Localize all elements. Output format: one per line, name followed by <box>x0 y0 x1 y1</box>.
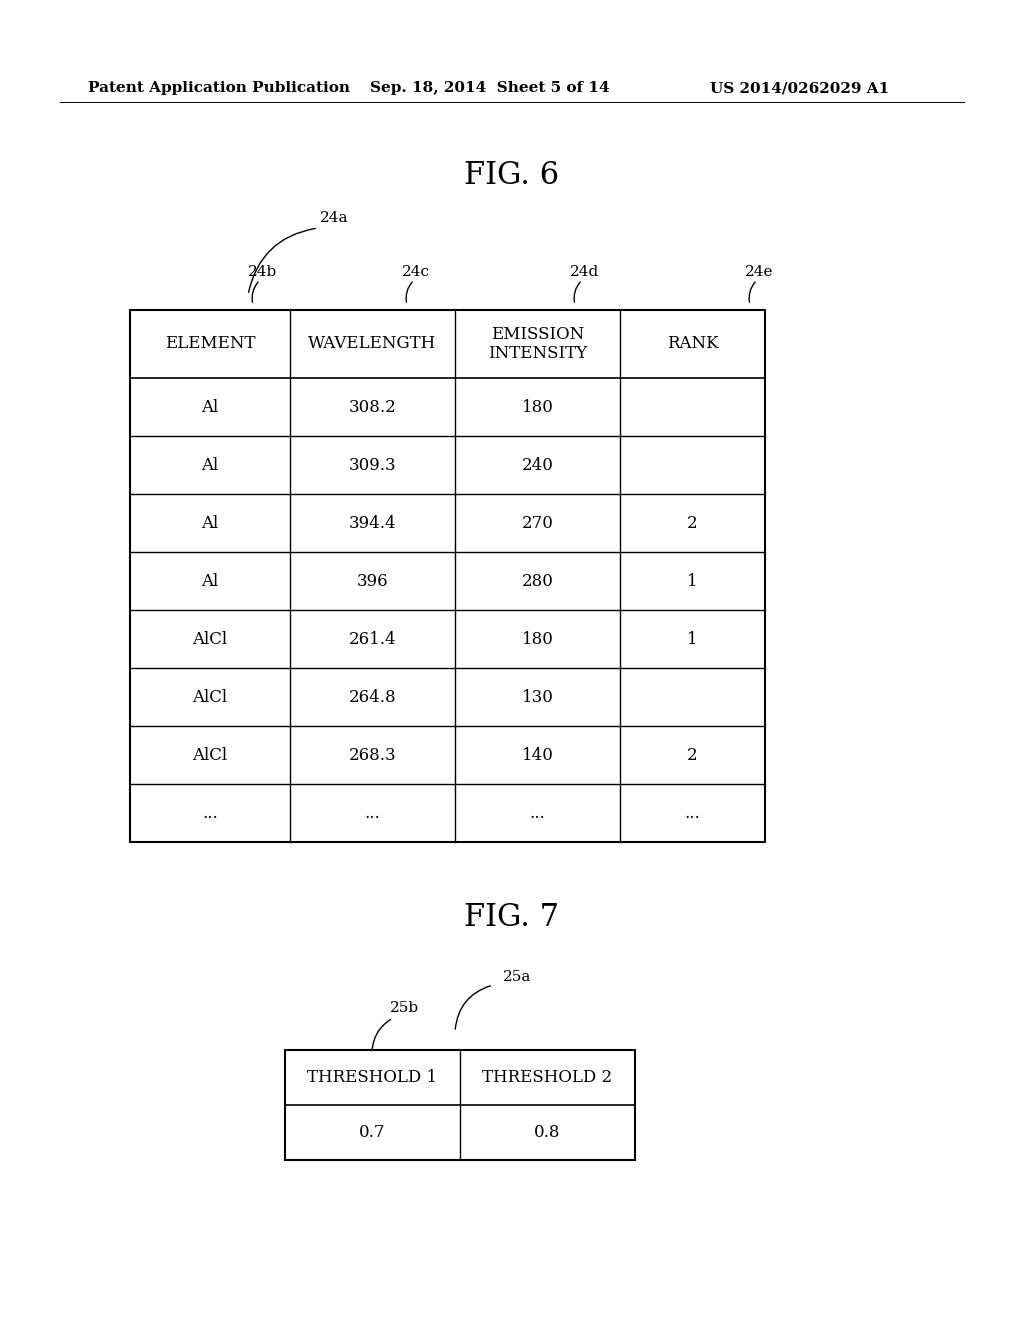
Text: 0.8: 0.8 <box>535 1125 561 1140</box>
Text: THRESHOLD 1: THRESHOLD 1 <box>307 1069 437 1086</box>
Text: Patent Application Publication: Patent Application Publication <box>88 81 350 95</box>
Text: 24a: 24a <box>319 211 348 224</box>
Text: 240: 240 <box>521 457 553 474</box>
Text: Al: Al <box>202 399 219 416</box>
Text: ...: ... <box>365 804 380 821</box>
Text: AlCl: AlCl <box>193 631 227 648</box>
Text: RANK: RANK <box>667 335 718 352</box>
Text: 24b: 24b <box>248 265 278 279</box>
Text: WAVELENGTH: WAVELENGTH <box>308 335 436 352</box>
Text: 268.3: 268.3 <box>349 747 396 763</box>
Text: FIG. 7: FIG. 7 <box>465 902 559 932</box>
Text: 396: 396 <box>356 573 388 590</box>
Text: 270: 270 <box>521 515 553 532</box>
Text: Al: Al <box>202 515 219 532</box>
Text: Al: Al <box>202 573 219 590</box>
Text: Al: Al <box>202 457 219 474</box>
Text: US 2014/0262029 A1: US 2014/0262029 A1 <box>710 81 889 95</box>
Text: AlCl: AlCl <box>193 689 227 705</box>
Text: 140: 140 <box>521 747 553 763</box>
Text: 394.4: 394.4 <box>349 515 396 532</box>
Text: EMISSION
INTENSITY: EMISSION INTENSITY <box>488 326 587 362</box>
Text: 24d: 24d <box>570 265 599 279</box>
Text: 309.3: 309.3 <box>349 457 396 474</box>
Text: 130: 130 <box>521 689 553 705</box>
Text: 2: 2 <box>687 515 697 532</box>
Text: 308.2: 308.2 <box>348 399 396 416</box>
Text: AlCl: AlCl <box>193 747 227 763</box>
Text: 25b: 25b <box>390 1001 419 1015</box>
Text: 1: 1 <box>687 573 697 590</box>
Text: ...: ... <box>685 804 700 821</box>
Text: 24c: 24c <box>402 265 430 279</box>
Text: 261.4: 261.4 <box>349 631 396 648</box>
Text: 1: 1 <box>687 631 697 648</box>
Text: ...: ... <box>529 804 546 821</box>
Text: 2: 2 <box>687 747 697 763</box>
Text: 180: 180 <box>521 399 553 416</box>
Text: THRESHOLD 2: THRESHOLD 2 <box>482 1069 612 1086</box>
Text: 25a: 25a <box>503 970 531 983</box>
Text: Sep. 18, 2014  Sheet 5 of 14: Sep. 18, 2014 Sheet 5 of 14 <box>370 81 609 95</box>
Text: 0.7: 0.7 <box>359 1125 386 1140</box>
Bar <box>130 310 765 842</box>
Text: FIG. 6: FIG. 6 <box>465 160 559 190</box>
Text: 180: 180 <box>521 631 553 648</box>
Text: ...: ... <box>202 804 218 821</box>
Text: ELEMENT: ELEMENT <box>165 335 255 352</box>
Text: 264.8: 264.8 <box>349 689 396 705</box>
Text: 24e: 24e <box>745 265 773 279</box>
Text: 280: 280 <box>521 573 553 590</box>
Bar <box>285 1049 635 1160</box>
